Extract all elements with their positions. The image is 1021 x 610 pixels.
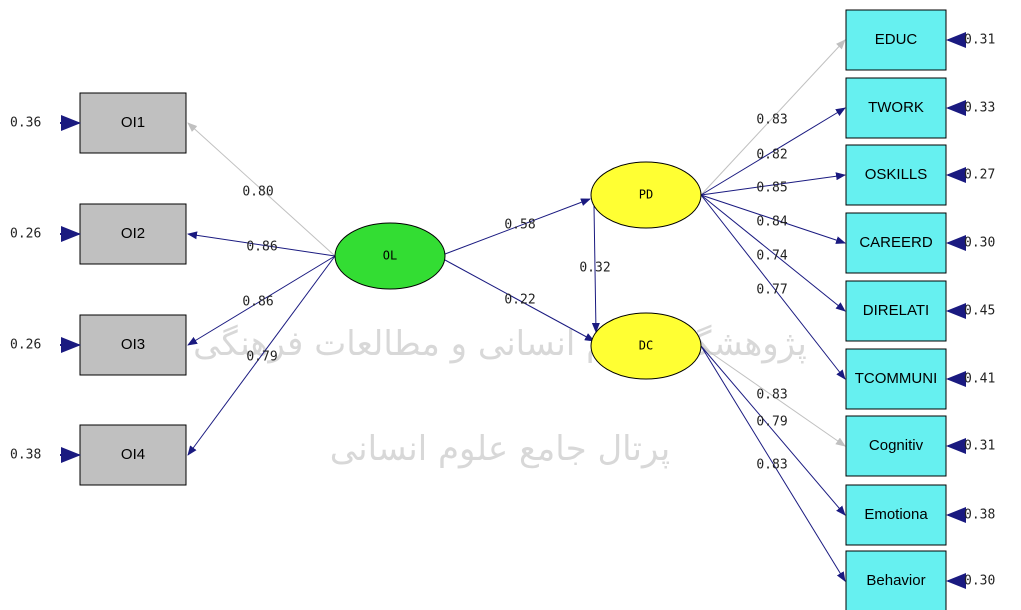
error-variance: 0.38 (964, 508, 995, 523)
indicator-label: CAREERD (859, 234, 933, 251)
indicator-label: OI2 (121, 225, 145, 242)
error-variance: 0.45 (964, 304, 995, 319)
error-variance: 0.41 (964, 372, 995, 387)
error-variance: 0.31 (964, 439, 995, 454)
indicator-label: Behavior (866, 572, 925, 589)
factor-loading: 0.83 (756, 388, 787, 403)
path-coefficient: 0.22 (504, 293, 535, 308)
error-variance: 0.30 (964, 236, 995, 251)
indicator-label: OI3 (121, 336, 145, 353)
watermark: پرتال جامع علوم انسانی (330, 429, 670, 469)
error-variance: 0.33 (964, 101, 995, 116)
factor-loading: 0.79 (246, 350, 277, 365)
error-variance: 0.30 (964, 574, 995, 589)
factor-loading: 0.79 (756, 415, 787, 430)
factor-loading: 0.74 (756, 249, 787, 264)
indicator-label: OSKILLS (865, 166, 928, 183)
error-variance: 0.26 (10, 227, 41, 242)
latent-label: OL (383, 249, 397, 263)
indicator-label: Cognitiv (869, 437, 924, 454)
factor-loading: 0.86 (242, 295, 273, 310)
factor-loading: 0.83 (756, 458, 787, 473)
path-coefficient: 0.58 (504, 218, 535, 233)
error-variance: 0.27 (964, 168, 995, 183)
error-variance: 0.26 (10, 338, 41, 353)
latent-label: DC (639, 339, 653, 353)
factor-loading: 0.77 (756, 283, 787, 298)
indicator-label: OI4 (121, 446, 145, 463)
error-variance: 0.38 (10, 448, 41, 463)
factor-loading: 0.84 (756, 215, 787, 230)
latent-label: PD (639, 188, 653, 202)
indicator-label: Emotiona (864, 506, 928, 523)
indicator-label: EDUC (875, 31, 918, 48)
error-variance: 0.36 (10, 116, 41, 131)
error-variance: 0.31 (964, 33, 995, 48)
factor-loading: 0.86 (246, 240, 277, 255)
path-coefficient: 0.32 (579, 261, 610, 276)
indicator-label: TWORK (868, 99, 924, 116)
watermark: پژوهشگاه علوم انسانی و مطالعات فرهنگی (193, 324, 807, 364)
indicator-label: OI1 (121, 114, 145, 131)
factor-loading: 0.83 (756, 113, 787, 128)
factor-loading: 0.85 (756, 181, 787, 196)
factor-loading: 0.80 (242, 185, 273, 200)
indicator-label: DIRELATI (863, 302, 929, 319)
indicator-label: TCOMMUNI (855, 370, 938, 387)
path-diagram: پژوهشگاه علوم انسانی و مطالعات فرهنگی پر… (0, 0, 1021, 610)
factor-loading: 0.82 (756, 148, 787, 163)
